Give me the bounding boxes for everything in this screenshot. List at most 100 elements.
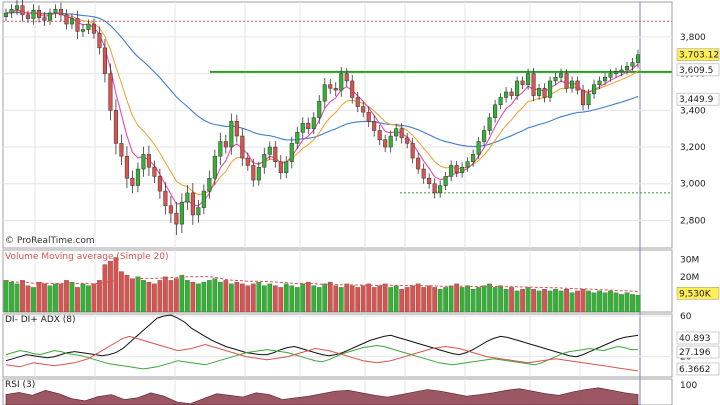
candle-body: [278, 161, 283, 173]
volume-bar: [514, 290, 520, 313]
volume-bar: [42, 283, 47, 313]
candle-body: [64, 14, 69, 25]
volume-bar: [355, 287, 361, 313]
candle-body: [223, 141, 228, 148]
volume-bar: [9, 281, 14, 313]
volume-bar: [465, 285, 470, 313]
volume-bar: [536, 290, 542, 313]
volume-bar: [333, 285, 339, 313]
resistance-value-label: 3,609.5: [679, 66, 713, 76]
adx-tick-label: 60: [680, 312, 692, 322]
volume-bar: [113, 257, 119, 313]
di-plus-line: [5, 344, 638, 370]
candle-body: [168, 205, 173, 214]
volume-bar: [597, 290, 602, 313]
volume-bar: [31, 287, 36, 313]
volume-bar: [382, 283, 388, 313]
volume-bar: [558, 290, 564, 313]
volume-bar: [108, 260, 113, 313]
volume-bar: [371, 287, 377, 313]
volume-bar: [393, 285, 399, 313]
candle-body: [229, 121, 234, 148]
candle-body: [564, 73, 569, 89]
volume-bar: [36, 281, 42, 313]
volume-bar: [14, 283, 20, 313]
volume-bar: [97, 280, 102, 313]
candle-body: [608, 73, 613, 78]
volume-bar: [223, 280, 229, 313]
candle-body: [218, 141, 223, 157]
ema-long-line: [5, 11, 639, 148]
volume-bar: [344, 283, 350, 313]
price-tick-label: 2,800: [680, 216, 706, 226]
volume-bar: [267, 283, 273, 313]
candle-body: [421, 168, 426, 179]
candle-body: [482, 130, 487, 142]
volume-bar: [569, 292, 575, 313]
volume-bar: [470, 289, 476, 313]
volume-bar: [190, 281, 196, 313]
candle-body: [31, 10, 36, 19]
volume-bar: [591, 292, 597, 313]
candle-body: [619, 69, 624, 73]
ema-long-value-label: 3,449.9: [679, 95, 714, 105]
candle-body: [300, 122, 305, 133]
volume-bar: [531, 289, 536, 313]
candle-body: [152, 166, 157, 177]
volume-bar: [179, 274, 185, 313]
di-minus-line: [5, 335, 639, 372]
candle-body: [245, 157, 250, 166]
volume-bar: [316, 287, 322, 313]
adx-panel-title: DI- DI+ ADX (8): [5, 315, 76, 325]
candle-body: [317, 100, 322, 118]
volume-bar: [553, 289, 558, 313]
candle-body: [361, 106, 366, 113]
volume-bar: [201, 281, 207, 313]
price-tick-label: 3,200: [680, 143, 706, 153]
volume-bar: [80, 283, 86, 313]
candle-body: [157, 176, 162, 192]
volume-bar: [146, 281, 152, 313]
volume-bar: [327, 281, 333, 313]
ema-mid-line: [5, 10, 639, 196]
candle-body: [53, 9, 58, 14]
ema-long-value-label-bg: [676, 92, 720, 106]
volume-bar: [305, 281, 311, 313]
volume-bar: [174, 278, 179, 313]
candle-body: [520, 80, 525, 85]
candle-body: [113, 110, 118, 144]
rsi-area: [5, 387, 639, 405]
volume-bar: [404, 287, 410, 313]
candle-body: [471, 154, 476, 162]
candle-body: [163, 190, 168, 207]
volume-bar: [141, 280, 146, 313]
candle-body: [58, 9, 63, 16]
volume-bar: [250, 283, 256, 313]
volume-bar: [163, 276, 168, 313]
volume-last-label-bg: [676, 287, 720, 300]
candle-body: [460, 166, 465, 173]
price-panel-frame: [2, 1, 673, 249]
candle-body: [322, 84, 327, 102]
volume-bar: [185, 280, 190, 313]
adx-panel-frame: [2, 313, 673, 378]
volume-bar: [415, 283, 421, 313]
last-price-label-bg: [676, 48, 720, 61]
candle-body: [465, 161, 470, 168]
candle-body: [399, 128, 404, 139]
volume-bar: [448, 285, 454, 313]
candle-body: [504, 91, 509, 98]
candle-body: [124, 155, 129, 179]
candle-body: [515, 80, 520, 96]
candle-body: [586, 93, 591, 106]
candle-body: [366, 111, 371, 122]
volume-bar: [624, 292, 630, 313]
volume-bar: [492, 287, 498, 313]
candle-body: [553, 77, 558, 82]
candle-body: [443, 176, 448, 186]
rsi-tick-label: 100: [680, 381, 697, 391]
candle-body: [476, 141, 481, 155]
volume-bar: [564, 289, 569, 313]
volume-bar: [476, 287, 481, 313]
